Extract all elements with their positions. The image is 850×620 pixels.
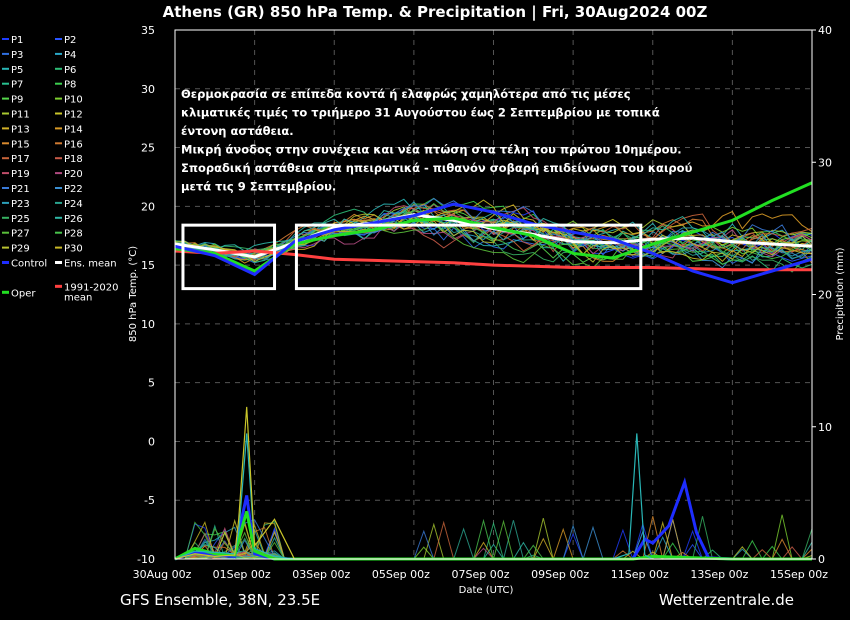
x-tick-label: 05Sep 00z: [372, 568, 430, 581]
legend-label: P14: [64, 124, 83, 135]
annotation-line: μετά τις 9 Σεπτεμβρίου.: [181, 180, 336, 194]
legend-label: P2: [64, 35, 76, 46]
y2-tick-label: 20: [818, 289, 832, 302]
y2-axis-label: Precipitation (mm): [835, 247, 846, 340]
highlight-box-1: [181, 223, 277, 291]
legend-label: P16: [64, 139, 83, 150]
y-tick-label: 5: [148, 377, 155, 390]
legend-label: P5: [11, 65, 23, 76]
legend-label: P13: [11, 124, 30, 135]
footer-model-info: GFS Ensemble, 38N, 23.5E: [120, 591, 320, 609]
x-tick-label: 30Aug 00z: [133, 568, 192, 581]
x-tick-label: 13Sep 00z: [690, 568, 748, 581]
x-tick-label: 03Sep 00z: [292, 568, 350, 581]
legend-label: P18: [64, 154, 83, 165]
legend-label: P3: [11, 50, 23, 61]
legend-label: P12: [64, 110, 83, 121]
highlight-box-2: [294, 223, 643, 291]
legend-label: P4: [64, 50, 76, 61]
x-axis-ticks: 30Aug 00z 01Sep 00z 03Sep 00z 05Sep 00z 07Se…: [133, 568, 829, 581]
legend-label: P29: [11, 244, 30, 255]
legend-label: P23: [11, 199, 30, 210]
member-line-p25: [174, 211, 813, 273]
legend-label: P22: [64, 184, 83, 195]
x-tick-label: 01Sep 00z: [213, 568, 271, 581]
legend-label: P9: [11, 95, 23, 106]
member-line-p23: [174, 201, 813, 258]
x-tick-label: 11Sep 00z: [611, 568, 669, 581]
legend-label: Ens. mean: [64, 259, 117, 270]
legend-label: P25: [11, 214, 30, 225]
y-tick-label: -10: [137, 553, 155, 566]
x-tick-label: 09Sep 00z: [531, 568, 589, 581]
annotation-line: έντονη αστάθεια.: [181, 124, 294, 138]
y-tick-label: 30: [141, 83, 155, 96]
legend-label: P11: [11, 110, 30, 121]
legend-label: Control: [11, 259, 47, 270]
legend-label: P28: [64, 229, 83, 240]
x-tick-label: 15Sep 00z: [770, 568, 828, 581]
annotation-line: Μικρή άνοδος στην συνέχεια και νέα πτώση…: [181, 143, 682, 157]
y-tick-label: 35: [141, 24, 155, 37]
legend-label: P15: [11, 139, 30, 150]
y2-tick-label: 40: [818, 24, 832, 37]
y-axis-ticks: 35 30 25 20 15 10 5 0 -5 -10: [137, 24, 155, 566]
y-tick-label: 0: [148, 435, 155, 448]
y2-axis-ticks: 40 30 20 10 0: [812, 24, 832, 566]
legend-label: 1991-2020: [64, 282, 119, 293]
y-tick-label: -5: [144, 494, 155, 507]
highlight-boxes: [181, 223, 643, 291]
y-tick-label: 25: [141, 142, 155, 155]
member-line-p16: [174, 203, 813, 264]
chart-title: Athens (GR) 850 hPa Temp. & Precipitatio…: [163, 3, 708, 22]
legend-label: P6: [64, 65, 76, 76]
annotation-line: Θερμοκρασία σε επίπεδα κοντά ή ελαφρώς χ…: [181, 87, 631, 101]
y-tick-label: 20: [141, 200, 155, 213]
legend-label: P27: [11, 229, 30, 240]
legend-label: P19: [11, 169, 30, 180]
legend: P1 P2 P3 P4 P5 P6 P7 P8 P9 P10 P11 P12 P13 P14 P15 P16 P…: [2, 35, 119, 303]
y-tick-label: 15: [141, 259, 155, 272]
legend-label: P30: [64, 244, 83, 255]
legend-label: mean: [64, 292, 92, 303]
y-tick-label: 10: [141, 318, 155, 331]
legend-label: P17: [11, 154, 30, 165]
y2-tick-label: 0: [818, 553, 825, 566]
series-control: [174, 202, 813, 285]
legend-label: P21: [11, 184, 30, 195]
legend-label: P8: [64, 80, 76, 91]
y2-tick-label: 30: [818, 156, 832, 169]
legend-label: P10: [64, 95, 83, 106]
main-series: [174, 181, 813, 285]
legend-label: P1: [11, 35, 23, 46]
legend-label: P7: [11, 80, 23, 91]
y2-tick-label: 10: [818, 421, 832, 434]
legend-label: Oper: [11, 288, 36, 299]
legend-label: P26: [64, 214, 83, 225]
footer-source: Wetterzentrale.de: [659, 591, 794, 609]
annotation-line: κλιματικές τιμές το τριήμερο 31 Αυγούστο…: [181, 106, 660, 120]
y-axis-label: 850 hPa Temp. (°C): [128, 246, 139, 342]
x-tick-label: 07Sep 00z: [452, 568, 510, 581]
annotation-text: Θερμοκρασία σε επίπεδα κοντά ή ελαφρώς χ…: [181, 87, 693, 194]
legend-label: P20: [64, 169, 83, 180]
legend-label: P24: [64, 199, 83, 210]
x-axis-label: Date (UTC): [459, 585, 514, 596]
annotation-line: Σποραδική αστάθεια στα ηπειρωτικά - πιθα…: [181, 161, 693, 175]
